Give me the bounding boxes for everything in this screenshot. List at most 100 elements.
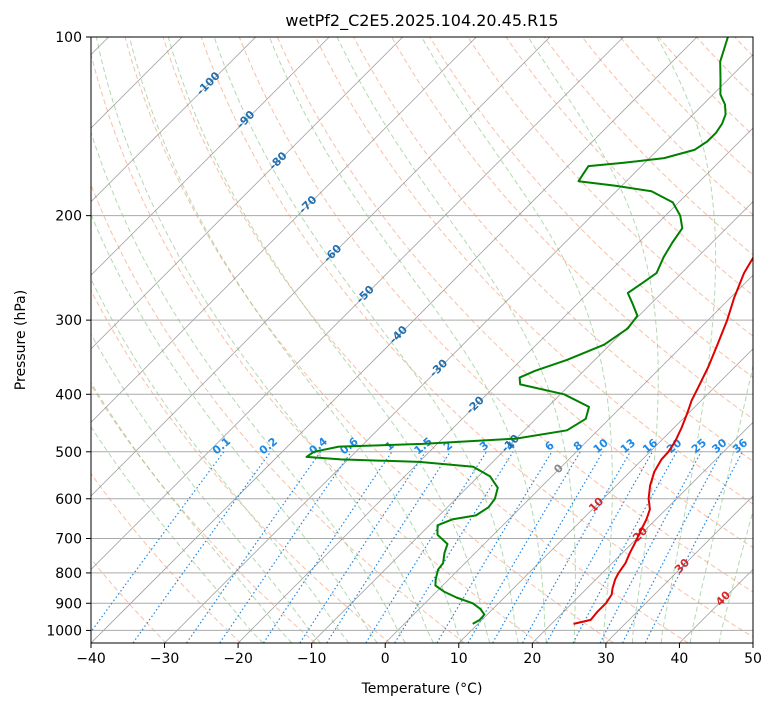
mixing-ratio-line <box>436 451 553 643</box>
isotherm <box>532 421 753 643</box>
moist-adiabat <box>91 212 378 643</box>
mixing-ratio-line <box>365 451 487 643</box>
mixing-ratio-line <box>262 451 393 643</box>
dewpoint-profile <box>305 37 729 625</box>
mixing-ratio-line <box>326 451 451 643</box>
isotherm <box>91 37 551 497</box>
moist-adiabat <box>336 37 576 643</box>
x-tick-label: 0 <box>381 651 390 667</box>
x-axis: −40 −30 −20 −10 0 10 20 30 40 50 <box>76 643 762 667</box>
mixing-ratio-label: 10 <box>591 436 611 456</box>
background-lines <box>91 37 753 643</box>
y-tick-label: 1000 <box>46 623 82 639</box>
moist-adiabat <box>656 37 717 643</box>
x-tick-label: 10 <box>450 651 468 667</box>
mixing-ratio-line <box>599 451 702 643</box>
moist-adiabat <box>91 332 321 643</box>
x-tick-label: 40 <box>671 651 689 667</box>
isotherm <box>752 642 753 643</box>
y-tick-label: 600 <box>55 492 82 508</box>
y-tick-label: 100 <box>55 30 82 46</box>
y-tick-label: 300 <box>55 313 82 329</box>
dry-adiabat <box>162 37 689 643</box>
moist-adiabat <box>718 509 753 643</box>
plot-frame <box>90 36 754 644</box>
mixing-ratio-line <box>91 451 225 633</box>
y-tick-label: 200 <box>55 209 82 225</box>
dry-adiabat <box>276 37 753 549</box>
y-tick-label: 800 <box>55 566 82 582</box>
mixing-ratio-line <box>572 451 678 643</box>
isotherm <box>679 568 753 643</box>
y-axis: 1000 900 800 700 600 500 400 300 200 100 <box>46 30 91 639</box>
moist-adiabat <box>91 130 406 643</box>
x-tick-label: −10 <box>297 651 327 667</box>
mixing-ratio-line <box>132 451 272 643</box>
dry-adiabat <box>467 37 753 337</box>
isotherm-label: -90 <box>234 108 257 131</box>
mixing-ratio-label: 16 <box>640 436 660 456</box>
mixing-ratio-line <box>186 451 321 643</box>
isotherm-label: -80 <box>266 149 289 172</box>
isotherm <box>91 37 477 423</box>
isotherm <box>91 37 404 350</box>
dry-adiabat <box>658 37 753 136</box>
moist-adiabat <box>129 37 463 643</box>
dry-adiabat <box>91 384 316 643</box>
mixing-ratio-label: 30 <box>709 436 729 456</box>
mixing-ratio-label: 6 <box>542 438 556 453</box>
isotherm <box>605 495 753 643</box>
dry-adiabat <box>315 37 753 505</box>
isotherm-label: -60 <box>321 242 344 265</box>
isotherm <box>91 37 624 571</box>
isotherm <box>311 201 753 643</box>
dry-adiabat <box>734 37 753 57</box>
mixing-ratio-line <box>299 451 426 643</box>
isotherm-label: -20 <box>464 393 487 416</box>
isotherm-label: -30 <box>427 356 450 379</box>
isotherm-label: 10 <box>586 494 606 514</box>
x-tick-label: 20 <box>523 651 541 667</box>
dry-adiabat <box>124 37 614 643</box>
isotherm <box>384 274 753 643</box>
y-tick-label: 700 <box>55 532 82 548</box>
dry-adiabat <box>91 558 167 643</box>
dry-adiabat <box>91 51 540 643</box>
y-tick-label: 400 <box>55 387 82 403</box>
x-tick-label: −40 <box>76 651 106 667</box>
moist-adiabat <box>91 277 350 643</box>
isotherm-label: 0 <box>551 461 566 476</box>
moist-adiabat <box>91 425 264 643</box>
x-axis-label: Temperature (°C) <box>361 681 483 697</box>
dry-adiabat <box>391 37 753 420</box>
dry-adiabat <box>238 37 753 593</box>
isotherm-label: -40 <box>387 323 410 346</box>
isotherm <box>91 37 256 203</box>
mixing-ratio-line <box>622 451 723 643</box>
moist-adiabat <box>268 37 547 643</box>
moist-adiabat <box>95 37 434 643</box>
mixing-ratio-line <box>546 451 653 643</box>
isotherm <box>91 37 330 276</box>
dry-adiabat <box>696 37 753 97</box>
mixing-ratio-label: 25 <box>689 436 709 456</box>
mixing-ratio-line <box>219 451 352 643</box>
temperature-profile <box>573 255 753 625</box>
y-axis-label: Pressure (hPa) <box>13 290 29 390</box>
mixing-ratio-label: 1.5 <box>412 435 435 457</box>
dry-adiabat <box>505 37 753 296</box>
dry-adiabat <box>91 472 242 643</box>
x-tick-label: −20 <box>223 651 253 667</box>
line-labels: 0.1 0.2 0.4 0.6 1 1.5 2 3 4 6 8 10 13 16 20 25 30 36-100-… <box>194 69 750 609</box>
isotherm-label: -50 <box>354 283 377 306</box>
mixing-ratio-line <box>521 451 631 643</box>
isotherm <box>91 37 698 643</box>
y-tick-label: 500 <box>55 445 82 461</box>
x-tick-label: 30 <box>597 651 615 667</box>
dry-adiabat <box>429 37 753 378</box>
x-tick-label: −30 <box>150 651 180 667</box>
moist-adiabat <box>167 37 491 643</box>
dry-adiabat <box>353 37 753 462</box>
isotherm <box>164 53 753 643</box>
y-tick-label: 900 <box>55 596 82 612</box>
